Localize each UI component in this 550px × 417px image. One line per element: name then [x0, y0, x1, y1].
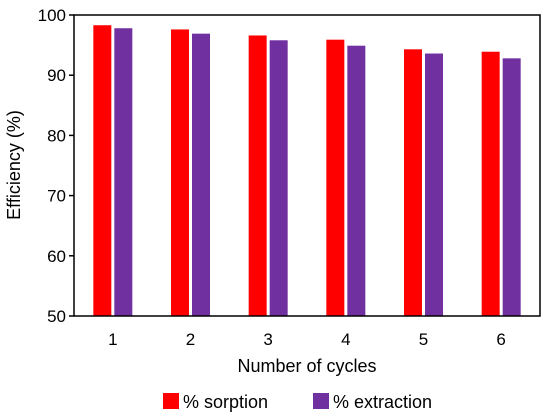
- y-tick-label: 60: [47, 247, 66, 266]
- bar-extraction-cycle-4: [347, 45, 366, 317]
- x-tick-label: 1: [108, 330, 117, 349]
- y-tick-label: 100: [38, 6, 66, 25]
- x-tick-label: 6: [496, 330, 505, 349]
- bars-layer: [93, 25, 521, 317]
- bar-sorption-cycle-4: [326, 39, 345, 316]
- bar-extraction-cycle-3: [269, 40, 288, 317]
- x-axis-ticks: 1 2 3 4 5 6: [108, 330, 506, 349]
- legend-swatch-extraction: [313, 393, 329, 409]
- x-tick-label: 2: [186, 330, 195, 349]
- x-axis-title: Number of cycles: [237, 356, 376, 376]
- legend: % sorption % extraction: [163, 392, 432, 412]
- y-tick-label: 90: [47, 66, 66, 85]
- y-axis-ticks: 50 60 70 80 90 100: [38, 6, 74, 326]
- legend-label-extraction: % extraction: [333, 392, 432, 412]
- x-tick-label: 3: [263, 330, 272, 349]
- y-tick-label: 50: [47, 307, 66, 326]
- bar-extraction-cycle-5: [425, 53, 443, 316]
- x-tick-label: 4: [341, 330, 350, 349]
- bar-sorption-cycle-6: [481, 51, 500, 317]
- legend-swatch-sorption: [163, 393, 179, 409]
- y-tick-label: 70: [47, 187, 66, 206]
- bar-extraction-cycle-1: [114, 28, 133, 317]
- legend-label-sorption: % sorption: [183, 392, 268, 412]
- bar-sorption-cycle-2: [171, 29, 189, 317]
- y-tick-label: 80: [47, 126, 66, 145]
- bar-sorption-cycle-3: [248, 35, 267, 317]
- bar-extraction-cycle-6: [502, 58, 521, 317]
- y-axis-title: Efficiency (%): [4, 110, 24, 220]
- bar-sorption-cycle-1: [93, 25, 112, 316]
- x-tick-label: 5: [419, 330, 428, 349]
- bar-extraction-cycle-2: [192, 33, 210, 317]
- bar-sorption-cycle-5: [404, 49, 422, 317]
- plot-area-frame: [73, 14, 541, 317]
